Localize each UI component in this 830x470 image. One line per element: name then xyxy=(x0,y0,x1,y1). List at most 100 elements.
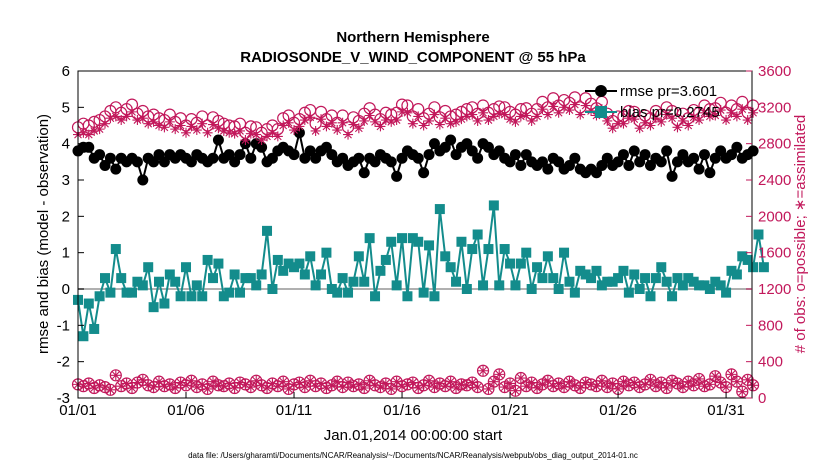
obs-possible-point xyxy=(736,385,749,398)
bias-point xyxy=(445,262,456,273)
bias-point xyxy=(613,273,624,284)
rmse-point xyxy=(747,145,759,157)
obs-assimilated-point xyxy=(661,383,672,394)
obs-assimilated-point xyxy=(548,381,559,392)
bias-point xyxy=(634,284,645,294)
bias-point xyxy=(170,276,181,287)
bias-point xyxy=(429,291,440,302)
obs-assimilated-point xyxy=(424,375,435,386)
series-1 xyxy=(73,200,769,342)
obs-possible-point xyxy=(509,384,522,397)
obs-assimilated-point xyxy=(181,380,192,391)
obs-assimilated-point xyxy=(110,111,121,122)
obs-assimilated-point xyxy=(83,129,94,140)
obs-assimilated-point xyxy=(251,129,262,140)
obs-assimilated-point xyxy=(256,135,267,146)
obs-assimilated-point xyxy=(634,382,645,393)
bias-point xyxy=(440,251,451,262)
y-tick-label-left: -1 xyxy=(57,317,70,334)
rmse-point xyxy=(628,145,640,157)
series-layer xyxy=(71,91,769,398)
obs-assimilated-point xyxy=(326,380,337,391)
rmse-point xyxy=(83,141,95,153)
rmse-point xyxy=(617,149,629,161)
bias-point xyxy=(623,287,634,298)
obs-assimilated-point xyxy=(456,379,467,390)
rmse-point xyxy=(418,167,430,179)
obs-assimilated-point xyxy=(553,378,564,389)
obs-assimilated-point xyxy=(677,382,688,393)
obs-assimilated-point xyxy=(348,119,359,130)
obs-assimilated-point xyxy=(407,118,418,129)
bias-point xyxy=(467,244,478,255)
y-tick-label-left: 5 xyxy=(62,99,70,116)
obs-assimilated-point xyxy=(537,104,548,115)
obs-assimilated-point xyxy=(321,121,332,132)
bias-point xyxy=(413,236,424,247)
bias-point xyxy=(116,273,127,284)
bias-point xyxy=(121,287,132,298)
obs-assimilated-point xyxy=(332,376,343,387)
obs-assimilated-point xyxy=(186,375,197,386)
obs-assimilated-point xyxy=(397,381,408,392)
bias-point xyxy=(235,287,246,298)
obs-assimilated-point xyxy=(488,111,499,122)
obs-assimilated-point xyxy=(704,379,715,390)
obs-assimilated-point xyxy=(110,370,121,381)
bias-point xyxy=(213,258,224,269)
obs-assimilated-point xyxy=(294,377,305,388)
bias-point xyxy=(672,273,683,284)
obs-assimilated-point xyxy=(359,383,370,394)
obs-assimilated-point xyxy=(445,118,456,129)
obs-assimilated-point xyxy=(505,378,516,389)
obs-assimilated-point xyxy=(521,110,532,121)
bias-point xyxy=(364,233,375,244)
y-tick-label-left: 6 xyxy=(62,63,70,80)
x-tick-label: 01/31 xyxy=(707,402,745,419)
rmse-point xyxy=(137,174,149,186)
obs-assimilated-point xyxy=(127,383,138,394)
obs-assimilated-point xyxy=(154,376,165,387)
bias-point xyxy=(83,298,94,309)
y-tick-label-left: -3 xyxy=(57,390,70,407)
obs-assimilated-point xyxy=(472,115,483,126)
obs-assimilated-point xyxy=(116,115,127,126)
obs-assimilated-point xyxy=(299,382,310,393)
bias-point xyxy=(591,265,602,276)
bias-point xyxy=(110,244,121,255)
obs-assimilated-point xyxy=(402,379,413,390)
bias-point xyxy=(559,247,570,258)
obs-assimilated-point xyxy=(640,117,651,128)
bias-point xyxy=(564,276,575,287)
obs-assimilated-point xyxy=(240,379,251,390)
obs-assimilated-point xyxy=(380,115,391,126)
obs-assimilated-point xyxy=(305,112,316,123)
rmse-point xyxy=(731,141,743,153)
y-tick-label-right: 3600 xyxy=(758,63,791,80)
obs-assimilated-point xyxy=(100,382,111,393)
bias-point xyxy=(602,276,613,287)
legend: rmse pr=3.601 bias pr=0.2745 xyxy=(585,83,720,121)
rmse-point xyxy=(655,156,667,168)
obs-assimilated-point xyxy=(424,115,435,126)
bias-point xyxy=(483,244,494,255)
obs-assimilated-point xyxy=(105,113,116,124)
bias-point xyxy=(310,280,321,291)
bias-point xyxy=(526,284,537,294)
obs-assimilated-point xyxy=(235,377,246,388)
legend-bias-label: bias pr=0.2745 xyxy=(620,104,720,121)
obs-assimilated-point xyxy=(407,377,418,388)
bias-point xyxy=(299,269,310,280)
bias-point xyxy=(710,276,721,287)
obs-assimilated-point xyxy=(310,125,321,136)
bias-point xyxy=(742,254,753,265)
bias-point xyxy=(407,233,418,244)
rmse-point xyxy=(94,149,106,161)
obs-possible-point xyxy=(493,368,506,381)
obs-assimilated-point xyxy=(661,109,672,120)
rmse-point xyxy=(131,156,143,168)
rmse-point xyxy=(385,156,397,168)
obs-assimilated-point xyxy=(569,99,580,110)
bias-point xyxy=(105,287,116,298)
obs-assimilated-point xyxy=(656,116,667,127)
